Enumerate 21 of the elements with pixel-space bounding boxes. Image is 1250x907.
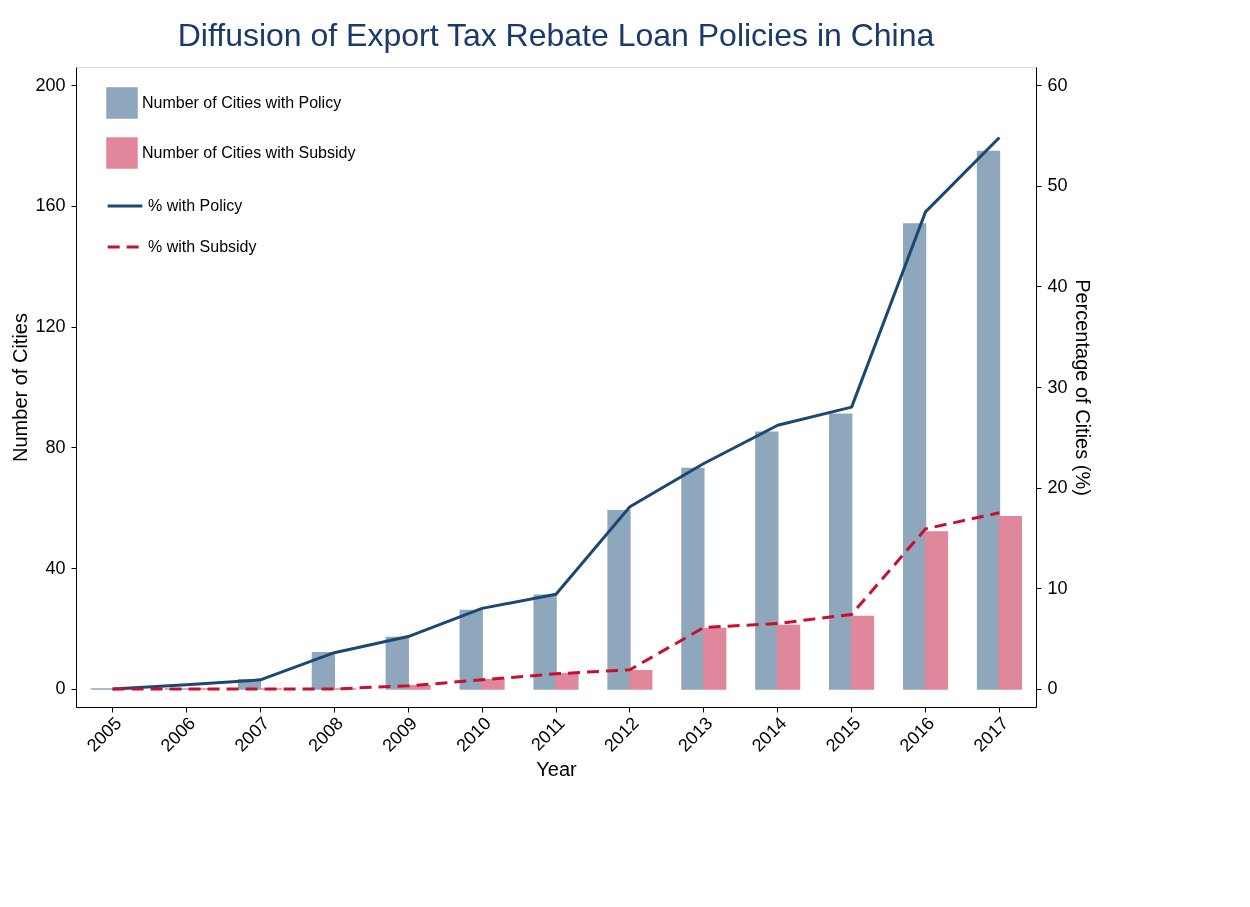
y-tick-label: 200 (35, 74, 66, 95)
y2-tick-label: 60 (1047, 74, 1068, 95)
y2-tick-label: 10 (1047, 577, 1068, 598)
legend-label: % with Subsidy (148, 238, 257, 255)
legend-label: Number of Cities with Policy (142, 94, 342, 111)
y-tick-label: 0 (55, 678, 66, 699)
y2-tick-label: 20 (1047, 477, 1068, 498)
y2-tick-label: 40 (1047, 275, 1068, 296)
y2-tick-label: 30 (1047, 376, 1068, 397)
x-axis-title: Year (536, 757, 578, 780)
y-tick-label: 120 (35, 316, 66, 337)
legend-label: Number of Cities with Subsidy (142, 144, 356, 161)
chart-title: Diffusion of Export Tax Rebate Loan Policies in China (177, 17, 935, 53)
y-tick-label: 40 (45, 557, 66, 578)
legend-label: % with Policy (148, 197, 243, 214)
y2-tick-label: 50 (1047, 175, 1068, 196)
y-tick-label: 80 (45, 436, 66, 457)
y2-axis-title: Percentage of Cities (%) (1071, 279, 1094, 496)
y2-tick-label: 0 (1047, 678, 1058, 699)
y-axis-title: Number of Cities (9, 313, 32, 462)
y-tick-label: 160 (35, 195, 66, 216)
